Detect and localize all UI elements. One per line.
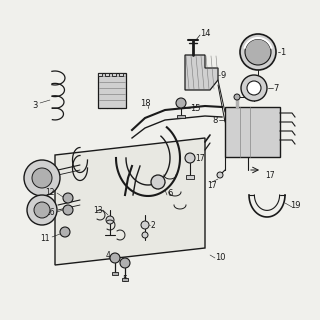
Circle shape [185, 153, 195, 163]
Polygon shape [225, 107, 280, 157]
Circle shape [106, 216, 114, 224]
Text: 2: 2 [150, 220, 155, 229]
Circle shape [120, 258, 130, 268]
Bar [112, 272, 118, 275]
Text: 15: 15 [190, 103, 201, 113]
Circle shape [60, 227, 70, 237]
Text: 7: 7 [273, 84, 278, 92]
Text: 10: 10 [215, 253, 226, 262]
Text: 17: 17 [265, 171, 275, 180]
Circle shape [63, 193, 73, 203]
Circle shape [241, 75, 267, 101]
Circle shape [151, 175, 165, 189]
Text: 14: 14 [200, 28, 211, 37]
Circle shape [240, 34, 276, 70]
Text: 6: 6 [167, 188, 172, 197]
Text: 5: 5 [123, 276, 127, 284]
Circle shape [217, 172, 223, 178]
Text: 8: 8 [212, 116, 218, 124]
Bar [98, 73, 102, 76]
Text: 9: 9 [220, 70, 225, 79]
Text: 19: 19 [290, 201, 300, 210]
Bar [105, 73, 109, 76]
Circle shape [63, 205, 73, 215]
Circle shape [142, 232, 148, 238]
Bar [112, 73, 116, 76]
Text: 13: 13 [93, 205, 103, 214]
Bar [177, 115, 185, 118]
Bar [119, 73, 123, 76]
Circle shape [234, 94, 240, 100]
Text: 3: 3 [33, 100, 38, 109]
Circle shape [141, 221, 149, 229]
Circle shape [247, 81, 261, 95]
Circle shape [34, 202, 50, 218]
Text: 17: 17 [195, 154, 204, 163]
Circle shape [27, 195, 57, 225]
Text: 12: 12 [45, 188, 55, 196]
Bar [122, 278, 128, 281]
Circle shape [110, 253, 120, 263]
Text: 16: 16 [45, 207, 55, 217]
Circle shape [32, 168, 52, 188]
Circle shape [24, 160, 60, 196]
Bar [98, 73, 126, 108]
Text: 1: 1 [280, 47, 285, 57]
Circle shape [245, 39, 271, 65]
Text: 4: 4 [105, 251, 110, 260]
Bar [186, 175, 194, 179]
Text: 18: 18 [140, 99, 151, 108]
Circle shape [176, 98, 186, 108]
Text: 11: 11 [41, 234, 50, 243]
Text: 17: 17 [207, 180, 217, 189]
Polygon shape [55, 138, 205, 265]
Polygon shape [185, 55, 218, 90]
